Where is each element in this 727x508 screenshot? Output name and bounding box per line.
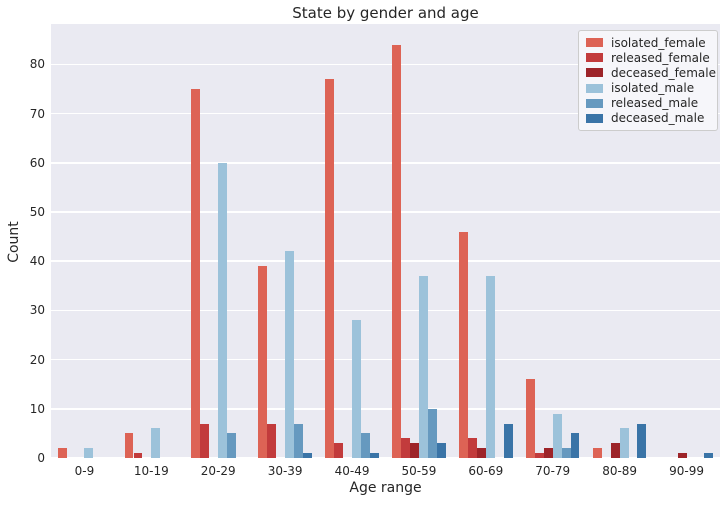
bar-isolated_male-20-29 — [218, 162, 228, 458]
bar-isolated_male-50-59 — [418, 275, 428, 458]
bar-released_female-30-39 — [267, 423, 277, 458]
y-tick-label: 10 — [29, 401, 45, 416]
legend-label: deceased_female — [611, 65, 716, 80]
y-tick-label: 30 — [29, 303, 45, 318]
bar-isolated_female-80-89 — [592, 448, 602, 458]
bar-deceased_female-70-79 — [543, 448, 553, 458]
legend-swatch-icon — [586, 83, 603, 93]
bar-released_male-30-39 — [294, 423, 303, 458]
x-tick-label: 40-49 — [334, 464, 370, 478]
legend-swatch-icon — [586, 98, 603, 108]
bar-released_male-40-49 — [360, 433, 370, 458]
bar-isolated_female-30-39 — [258, 266, 268, 458]
bar-released_female-40-49 — [334, 443, 344, 458]
legend-label: released_female — [611, 50, 710, 65]
x-tick-label: 10-19 — [133, 464, 169, 478]
bar-released_male-50-59 — [427, 408, 437, 458]
y-tick-label: 70 — [29, 106, 45, 121]
legend-label: isolated_female — [611, 35, 706, 50]
legend-item-released_female: released_female — [586, 51, 710, 65]
bar-deceased_male-50-59 — [436, 443, 446, 458]
gridline — [51, 162, 720, 164]
x-tick-label: 90-99 — [669, 464, 704, 478]
y-tick-label: 80 — [29, 57, 45, 72]
bar-released_female-10-19 — [133, 453, 143, 458]
legend-swatch-icon — [586, 113, 603, 123]
y-tick-label: 60 — [29, 155, 45, 170]
bar-isolated_female-20-29 — [191, 88, 201, 458]
legend-item-deceased_male: deceased_male — [586, 111, 710, 125]
gridline — [51, 112, 720, 115]
bar-deceased_male-90-99 — [704, 453, 714, 458]
legend-swatch-icon — [586, 68, 603, 78]
bar-isolated_female-60-69 — [459, 231, 468, 458]
legend: isolated_female released_female deceased_f… — [578, 30, 718, 131]
bar-released_male-70-79 — [561, 448, 571, 458]
bar-deceased_male-60-69 — [503, 423, 513, 458]
x-tick-label: 60-69 — [468, 464, 504, 478]
x-axis-label: Age range — [349, 480, 422, 496]
bar-deceased_female-50-59 — [410, 443, 419, 458]
legend-item-isolated_female: isolated_female — [586, 36, 710, 50]
bar-deceased_male-70-79 — [570, 433, 580, 458]
gridline — [51, 260, 720, 262]
bar-deceased_female-60-69 — [476, 448, 486, 458]
bar-isolated_female-40-49 — [325, 79, 335, 458]
bar-isolated_male-0-9 — [84, 448, 94, 458]
bar-isolated_female-0-9 — [57, 448, 67, 458]
bar-deceased_male-80-89 — [637, 423, 647, 458]
y-tick-label: 20 — [29, 352, 45, 367]
bar-isolated_male-70-79 — [552, 413, 562, 458]
legend-item-released_male: released_male — [586, 96, 710, 110]
legend-label: deceased_male — [611, 111, 705, 126]
bar-released_female-70-79 — [534, 453, 544, 458]
bar-released_female-20-29 — [200, 423, 210, 458]
x-tick-label: 0-9 — [74, 464, 95, 478]
gridline — [51, 211, 720, 213]
x-tick-label: 80-89 — [602, 464, 638, 478]
bar-isolated_female-50-59 — [392, 44, 402, 458]
x-tick-label: 70-79 — [535, 464, 571, 478]
bar-isolated_male-60-69 — [485, 275, 495, 458]
bar-deceased_female-80-89 — [610, 443, 620, 458]
bar-released_female-50-59 — [401, 438, 411, 458]
gridline — [51, 457, 720, 459]
bar-deceased_female-90-99 — [677, 453, 687, 458]
legend-swatch-icon — [586, 53, 603, 63]
bar-isolated_female-70-79 — [525, 379, 535, 458]
bar-released_male-20-29 — [227, 433, 237, 458]
x-tick-label: 30-39 — [267, 464, 303, 478]
legend-label: isolated_male — [611, 81, 695, 96]
bar-deceased_male-40-49 — [369, 453, 379, 458]
legend-item-isolated_male: isolated_male — [586, 81, 710, 95]
chart-title: State by gender and age — [292, 4, 479, 22]
legend-label: released_male — [611, 96, 699, 111]
bar-isolated_female-10-19 — [124, 433, 134, 458]
gridline — [51, 309, 720, 312]
bar-released_female-60-69 — [468, 438, 477, 458]
gridline — [51, 63, 720, 66]
bar-isolated_male-30-39 — [285, 251, 295, 458]
x-tick-label: 20-29 — [200, 464, 236, 478]
legend-item-deceased_female: deceased_female — [586, 66, 716, 80]
x-tick-label: 50-59 — [401, 464, 437, 478]
gridline — [51, 358, 720, 361]
legend-swatch-icon — [586, 38, 603, 48]
y-tick-label: 50 — [29, 204, 45, 219]
bar-isolated_male-80-89 — [619, 428, 629, 458]
bar-isolated_male-40-49 — [352, 320, 361, 458]
y-tick-label: 0 — [37, 451, 45, 465]
gridline — [51, 408, 720, 410]
y-tick-label: 40 — [29, 254, 45, 269]
bar-isolated_male-10-19 — [151, 428, 161, 458]
bar-deceased_male-30-39 — [302, 453, 312, 458]
